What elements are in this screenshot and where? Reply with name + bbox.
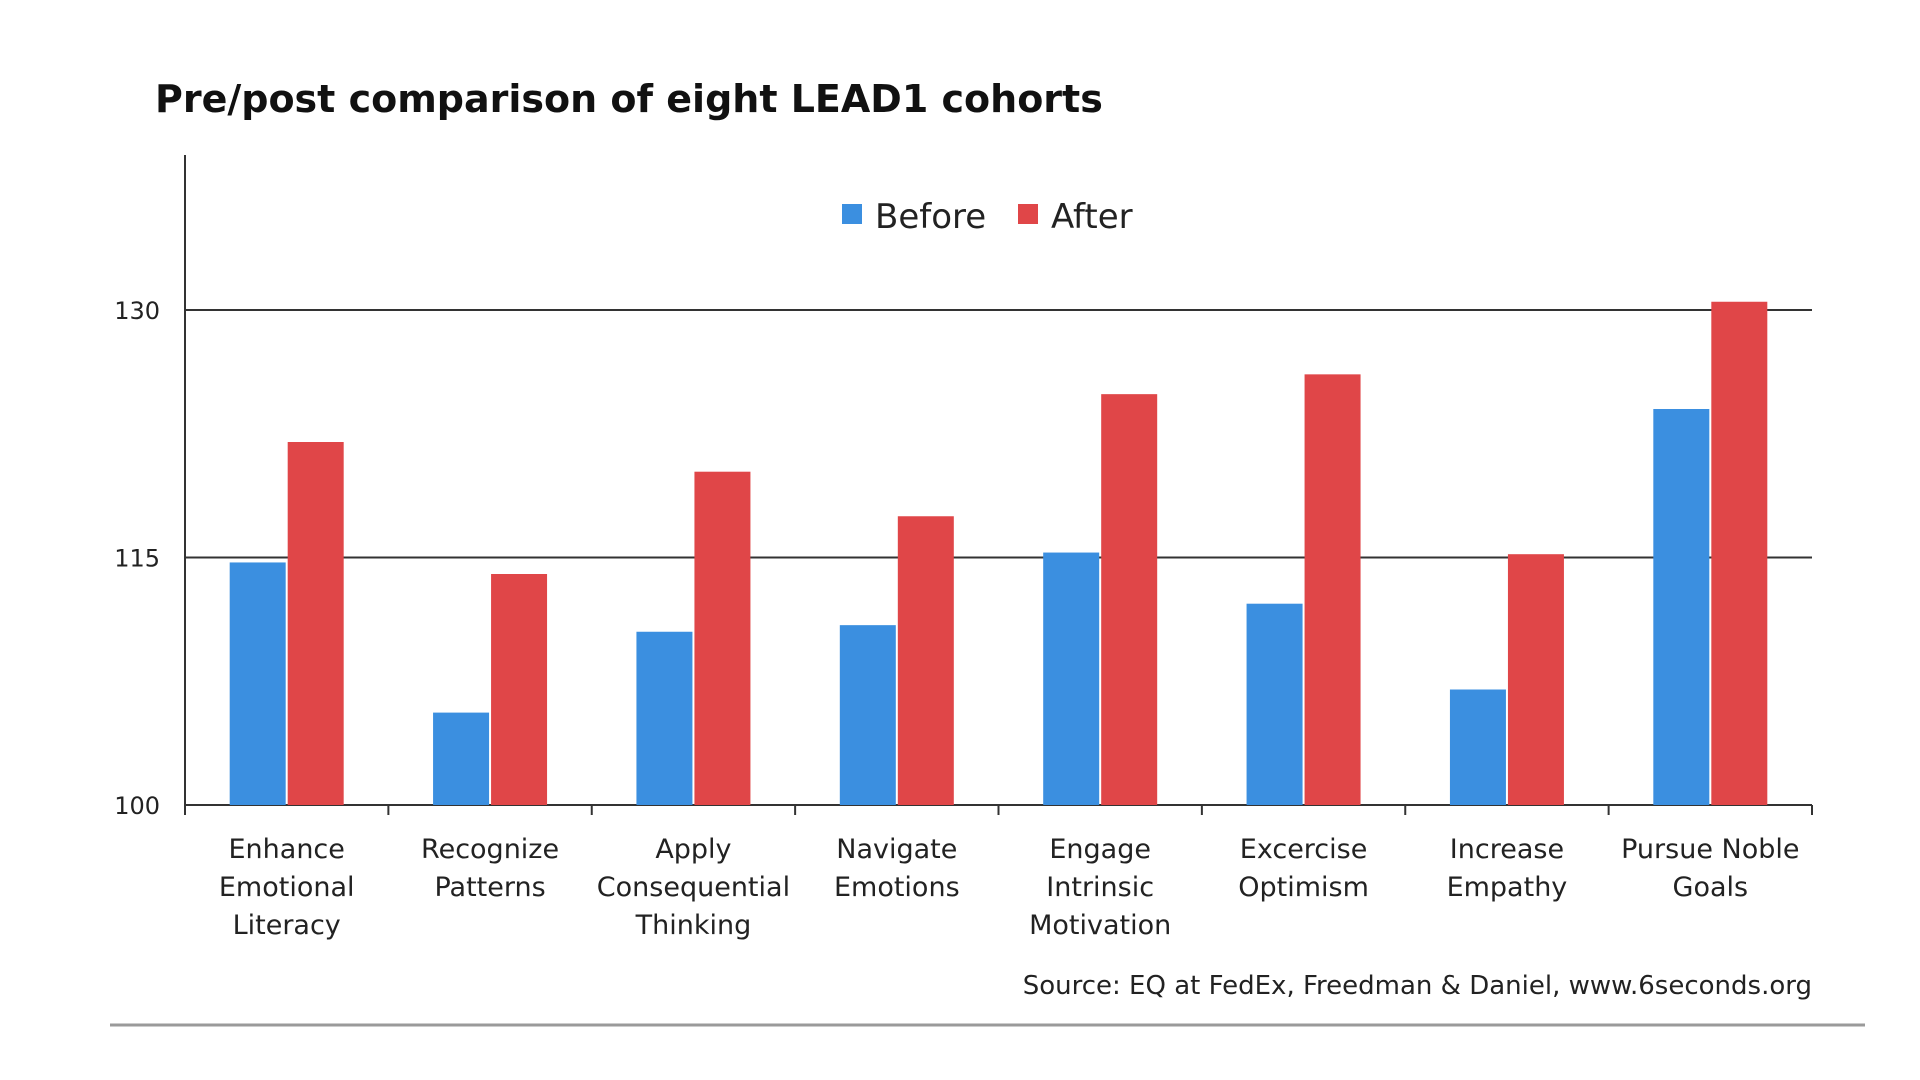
bar-before xyxy=(1653,409,1710,805)
x-tick-label-line: Navigate xyxy=(836,834,957,865)
x-tick-label-line: Engage xyxy=(1049,834,1151,865)
chart-title: Pre/post comparison of eight LEAD1 cohor… xyxy=(155,77,1103,121)
x-tick-label-line: Apply xyxy=(655,834,731,865)
legend-label-before: Before xyxy=(875,197,986,237)
x-tick-label: Recognize Patterns xyxy=(421,834,559,903)
legend-swatch-after xyxy=(1018,204,1038,224)
x-tick-label-line: Excercise xyxy=(1240,834,1368,865)
bar-before xyxy=(1043,552,1100,805)
y-tick-labels: 100 115 130 xyxy=(114,297,160,820)
bar-before xyxy=(1246,603,1303,805)
x-tick-label-line: Emotions xyxy=(834,872,960,903)
legend-item-before: Before xyxy=(842,197,986,237)
x-tick-label-line: Motivation xyxy=(1029,910,1171,941)
legend-label-after: After xyxy=(1051,197,1133,237)
x-tick-label: Excercise Optimism xyxy=(1238,834,1369,903)
legend-item-after: After xyxy=(1018,197,1133,237)
x-tick-label-line: Goals xyxy=(1673,872,1749,903)
x-tick-label-line: Patterns xyxy=(434,872,545,903)
x-tick-label-line: Recognize xyxy=(421,834,559,865)
x-tick-label: Engage Intrinsic Motivation xyxy=(1029,834,1171,941)
x-tick-label: Increase Empathy xyxy=(1447,834,1568,903)
bar-after xyxy=(1101,394,1158,805)
gridlines xyxy=(185,309,1812,559)
x-tick-label-line: Increase xyxy=(1450,834,1564,865)
bars xyxy=(229,301,1768,805)
y-tick-label: 100 xyxy=(114,792,160,820)
legend-swatch-before xyxy=(842,204,862,224)
x-tick-label-line: Literacy xyxy=(233,910,341,941)
bar-after xyxy=(287,442,344,805)
bar-before xyxy=(1449,689,1506,805)
x-tick-label: Navigate Emotions xyxy=(834,834,960,903)
x-tick-label-line: Thinking xyxy=(635,910,752,941)
x-tick-label-line: Intrinsic xyxy=(1046,872,1154,903)
bar-after xyxy=(897,516,954,805)
x-tick-label-line: Enhance xyxy=(228,834,344,865)
bar-before xyxy=(433,712,490,805)
bar-before xyxy=(636,631,693,805)
x-tick-label: Apply Consequential Thinking xyxy=(597,834,790,941)
bar-before xyxy=(229,562,286,805)
axes xyxy=(184,155,1813,815)
bar-before xyxy=(839,625,896,805)
x-tick-label-line: Empathy xyxy=(1447,872,1568,903)
x-tick-label: Enhance Emotional Literacy xyxy=(219,834,355,941)
x-tick-label-line: Pursue Noble xyxy=(1621,834,1799,865)
bar-after xyxy=(1507,554,1564,805)
x-tick-labels: Enhance Emotional Literacy Recognize Pattern… xyxy=(219,834,1800,941)
bar-after xyxy=(1711,301,1768,805)
bar-after xyxy=(694,471,751,805)
x-tick-label-line: Optimism xyxy=(1238,872,1369,903)
x-tick-label-line: Consequential xyxy=(597,872,790,903)
x-tick-label: Pursue Noble Goals xyxy=(1621,834,1799,903)
bar-after xyxy=(1304,374,1361,805)
source-note: Source: EQ at FedEx, Freedman & Daniel, … xyxy=(1023,971,1812,1001)
y-tick-label: 130 xyxy=(114,297,160,325)
legend: Before After xyxy=(842,197,1133,237)
y-tick-label: 115 xyxy=(114,545,160,573)
x-tick-label-line: Emotional xyxy=(219,872,355,903)
bar-after xyxy=(491,574,548,805)
